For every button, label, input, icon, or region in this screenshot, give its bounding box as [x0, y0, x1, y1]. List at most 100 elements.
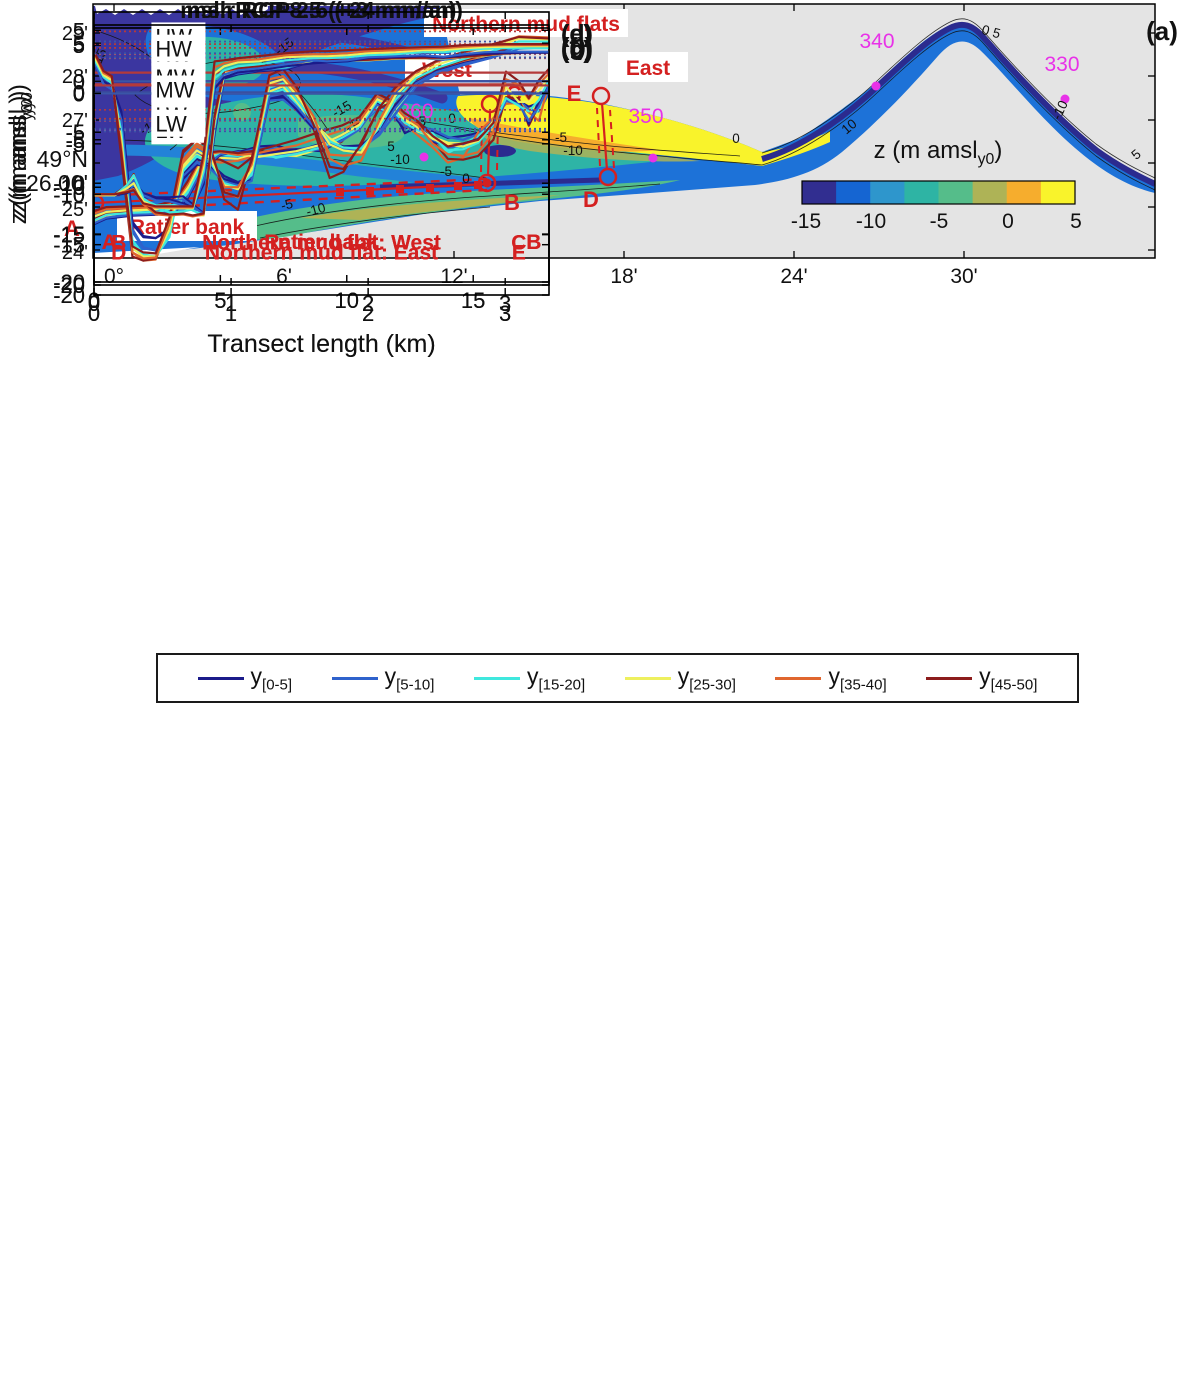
colorbar: -15 -10 -5 0 5 z (m amsly0): [791, 137, 1082, 233]
waterlevel-label-hw: HW: [155, 37, 192, 62]
y-tick-label: -5: [65, 132, 85, 157]
chart-region-label: A: [102, 231, 117, 254]
x-tick-label: 0: [88, 288, 100, 313]
contour-label: 0 5: [980, 22, 1002, 41]
chart-region-label: B: [111, 231, 126, 254]
y-tick-label: -5: [65, 132, 85, 157]
y-tick-label: -15: [53, 223, 85, 248]
transect-letter: A: [64, 216, 80, 241]
map-y-tick-label: 28': [62, 66, 88, 88]
chart-region-label: Northern mud flat: West: [202, 231, 441, 254]
contour-label: -10: [390, 152, 410, 167]
y-tick-label: -20: [53, 270, 85, 295]
x-tick-label: 0: [88, 291, 100, 315]
y-tick-label: -5: [65, 120, 85, 145]
x-tick-label: 5: [214, 288, 226, 313]
waterlevel-label-lw: LW: [155, 112, 187, 137]
legend-line-sample: [926, 676, 973, 680]
series-y[45-50]: [94, 35, 549, 255]
y-tick-label: -5: [65, 128, 85, 153]
y-tick-label: 5: [73, 31, 85, 56]
y-tick-label: 0: [73, 82, 85, 107]
map-x-tick-label: 18': [610, 265, 637, 288]
map-y-tick-label: 29': [62, 23, 88, 45]
y-axis-label: z (m amsly0): [5, 84, 36, 213]
contour-label: -10: [1049, 98, 1071, 122]
legend-line-sample: [775, 676, 822, 680]
colorbar-title: z (m amsly0): [874, 137, 1003, 168]
x-tick-label: 2: [362, 301, 374, 326]
contour-label: -10: [304, 200, 327, 220]
legend-label: y[45-50]: [979, 662, 1038, 694]
chart-region-label: Ratier bank: [264, 231, 379, 254]
map-region-label: Ratier bank: [130, 216, 245, 239]
legend-label: y[5-10]: [384, 662, 435, 694]
legend-line-sample: [473, 676, 520, 680]
contour-label: 5: [387, 139, 395, 154]
legend-label: y[15-20]: [526, 662, 586, 694]
x-tick-label: 1: [225, 291, 237, 315]
y-tick-label: -10: [53, 182, 85, 207]
x-tick-label: 1: [225, 291, 237, 315]
y-tick-label: -15: [53, 222, 85, 247]
series-y[5-10]: [94, 43, 549, 252]
colorbar-tick-label: -10: [856, 210, 886, 233]
x-tick-label: 3: [499, 291, 511, 315]
y-tick-label: 5: [73, 31, 85, 56]
panel-label-b: (b): [561, 36, 593, 64]
chart-region-label: A: [102, 231, 117, 254]
x-axis-label: Transect length (km): [207, 330, 435, 357]
y-tick-label: 0: [73, 82, 85, 107]
chart-region-label: C: [511, 231, 526, 254]
map-y-tick-label: 25': [62, 199, 88, 221]
x-tick-label: 2: [362, 291, 374, 315]
legend-item: y[0-5]: [197, 662, 293, 694]
legend-item: y[35-40]: [775, 663, 887, 693]
legend-line-sample: [331, 676, 378, 680]
panel-label-e: (e): [561, 20, 592, 48]
y-tick-label: -5: [65, 120, 85, 145]
legend-item: y[45-50]: [926, 662, 1038, 694]
series-y[5-10]: [94, 50, 549, 210]
colorbar-tick-label: -5: [930, 210, 949, 233]
y-tick-label: 0: [73, 80, 85, 105]
y-tick-label: 0: [73, 69, 85, 94]
contour-label: 0: [448, 111, 456, 126]
y-tick-label: -20: [53, 273, 85, 298]
chart-region-label: Ratier bank: [264, 231, 379, 254]
y-tick-label: 0: [73, 80, 85, 105]
legend-line-sample: [624, 676, 671, 680]
y-tick-label: 5: [73, 18, 85, 43]
series-y[45-50]: [94, 67, 549, 212]
y-tick-label: -10: [53, 171, 85, 196]
transect-letter: D: [583, 187, 599, 212]
waterlevel-label-mw: MW: [155, 77, 194, 102]
y-axis-label: z (m amsly0): [5, 91, 36, 220]
y-tick-label: -15: [53, 223, 85, 248]
y-tick-label: 5: [73, 18, 85, 43]
transect-letter: B: [504, 190, 520, 215]
y-tick-label: -15: [53, 233, 85, 258]
legend: y[0-5] y[5-10] y[15-20] y[25-30] y[35-40…: [156, 653, 1079, 703]
contour-label: 0: [462, 171, 470, 186]
y-tick-label: -20: [53, 273, 85, 298]
x-tick-label: 0: [88, 288, 100, 313]
x-tick-label: 0: [88, 291, 100, 315]
contour-label: -5: [440, 164, 452, 179]
panel-label-g: (g): [561, 33, 593, 61]
legend-line-sample: [197, 676, 244, 680]
series-y[15-20]: [94, 47, 549, 214]
chart-region-label: E: [512, 242, 526, 265]
x-tick-label: 1: [225, 301, 237, 326]
y-tick-label: -20: [53, 283, 85, 308]
map-region-label: East: [626, 57, 670, 80]
y-tick-label: -10: [53, 182, 85, 207]
legend-item: y[5-10]: [331, 662, 435, 694]
chart-region-label: B: [526, 231, 541, 254]
y-tick-label: 5: [73, 33, 85, 58]
map-y-tick-label: 49°N: [37, 146, 88, 172]
legend-label: y[0-5]: [250, 662, 293, 694]
chart-region-label: D: [111, 242, 126, 265]
y-tick-label: 5: [73, 33, 85, 58]
map-x-tick-label: 30': [950, 265, 977, 288]
